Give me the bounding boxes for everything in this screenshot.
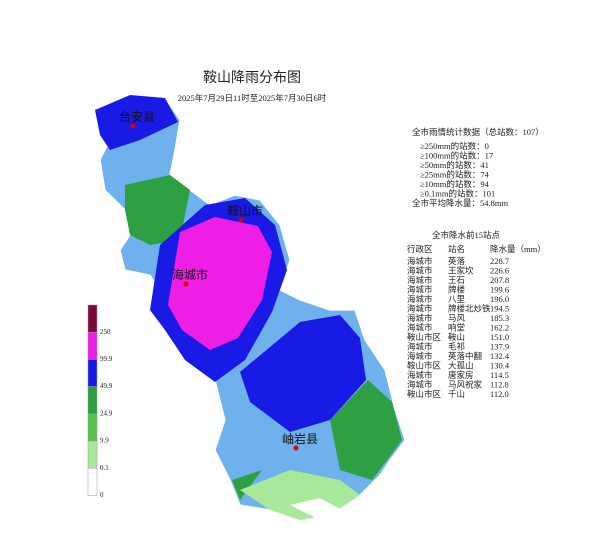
table-cell: 毛祁 [448, 341, 465, 351]
stats-line: ≥250mm的站数：0 [420, 141, 489, 151]
legend-label: 24.9 [100, 409, 113, 417]
table-cell: 185.3 [490, 313, 509, 323]
table-cell: 海城市 [407, 379, 433, 389]
table-cell: 199.6 [490, 284, 509, 294]
table-cell: 响堂 [448, 322, 465, 332]
table-cell: 马风祝家 [448, 379, 483, 389]
legend-label: 0 [100, 491, 104, 499]
rain-band [168, 217, 272, 350]
table-heading: 全市降水前15站点 [432, 230, 501, 240]
table-cell: 王家坎 [448, 265, 474, 275]
table-cell: 114.5 [490, 370, 509, 380]
table-cell: 226.6 [490, 265, 509, 275]
rain-band [125, 175, 190, 245]
table-cell: 牌楼 [448, 284, 466, 294]
rain-band [330, 380, 402, 480]
table-cell: 海城市 [407, 303, 433, 313]
table-cell: 鞍山 [448, 332, 465, 342]
table-cell: 130.4 [490, 360, 510, 370]
table-cell: 大孤山 [448, 360, 474, 370]
legend-label: 49.9 [100, 382, 113, 390]
region-label: 岫岩县 [282, 431, 318, 446]
table-cell: 海城市 [407, 265, 433, 275]
legend-swatch [87, 386, 98, 415]
region-label: 海城市 [172, 267, 208, 282]
table-cell: 鞍山市区 [407, 360, 442, 370]
table-cell: 海城市 [407, 370, 433, 380]
table-cell: 151.0 [490, 332, 509, 342]
title: 鞍山降雨分布图 [203, 70, 301, 86]
table-header: 行政区 [407, 244, 433, 254]
region-dot [238, 217, 244, 223]
legend-swatch [87, 440, 98, 469]
legend-label: 0.1 [100, 464, 109, 472]
stats-average: 全市平均降水量：54.8mm [412, 198, 508, 208]
table-cell: 194.5 [490, 303, 509, 313]
region-dot [293, 445, 299, 451]
legend: 250 99.9 49.9 24.9 9.9 0.1 0 [87, 304, 113, 499]
table-cell: 162.2 [490, 322, 509, 332]
table-cell: 137.9 [490, 341, 509, 351]
table-cell: 英落中翻 [448, 351, 482, 361]
region-label: 台安县 [119, 109, 155, 124]
legend-label: 99.9 [100, 355, 113, 363]
table-cell: 112.0 [490, 389, 509, 399]
subtitle: 2025年7月29日11时至2025年7月30日6时 [178, 93, 327, 103]
legend-swatch [87, 331, 98, 360]
legend-swatch [87, 304, 98, 333]
table-cell: 海城市 [407, 275, 433, 285]
table-cell: 196.0 [490, 294, 509, 304]
table-cell: 海城市 [407, 313, 433, 323]
table-cell: 207.8 [490, 275, 509, 285]
table-cell: 牌楼北炒铁 [448, 303, 491, 313]
legend-label: 250 [100, 328, 111, 336]
table-cell: 唐家房 [448, 370, 474, 380]
table-cell: 112.8 [490, 379, 509, 389]
rain-band [240, 315, 366, 432]
table-cell: 马风 [448, 313, 466, 323]
legend-swatch [87, 467, 98, 496]
map [94, 94, 406, 521]
table-cell: 鞍山市区 [407, 332, 442, 342]
rain-band [232, 470, 262, 500]
region-dot [183, 281, 189, 287]
legend-swatch [87, 413, 98, 442]
table-header: 站名 [448, 244, 465, 254]
stats-heading: 全市雨情统计数据（总站数：107） [412, 127, 544, 137]
rain-band [95, 95, 178, 150]
region-dot [130, 123, 136, 129]
table-cell: 海城市 [407, 341, 433, 351]
table-cell: 鞍山市区 [407, 389, 442, 399]
stats-line: ≥100mm的站数：17 [420, 150, 493, 160]
stats-line: ≥0.1mm的站数：101 [420, 188, 495, 198]
table-cell: 英落 [448, 256, 466, 266]
stats-line: ≥50mm的站数：41 [420, 160, 489, 170]
table-cell: 海城市 [407, 294, 433, 304]
legend-swatch [87, 359, 98, 387]
table-cell: 海城市 [407, 284, 433, 294]
region-label: 鞍山市 [227, 203, 263, 218]
table-cell: 132.4 [490, 351, 510, 361]
rain-band [290, 498, 342, 520]
stats-line: ≥25mm的站数：74 [420, 169, 490, 179]
table-cell: 228.7 [490, 256, 509, 266]
table-cell: 千山 [448, 389, 465, 399]
table-cell: 海城市 [407, 256, 433, 266]
table-header: 降水量（mm） [490, 244, 546, 254]
legend-label: 9.9 [100, 437, 109, 445]
table-cell: 王石 [448, 275, 465, 285]
table-cell: 海城市 [407, 351, 433, 361]
table-cell: 海城市 [407, 322, 433, 332]
table-cell: 八里 [448, 294, 466, 304]
stats-line: ≥10mm的站数：94 [420, 179, 490, 189]
